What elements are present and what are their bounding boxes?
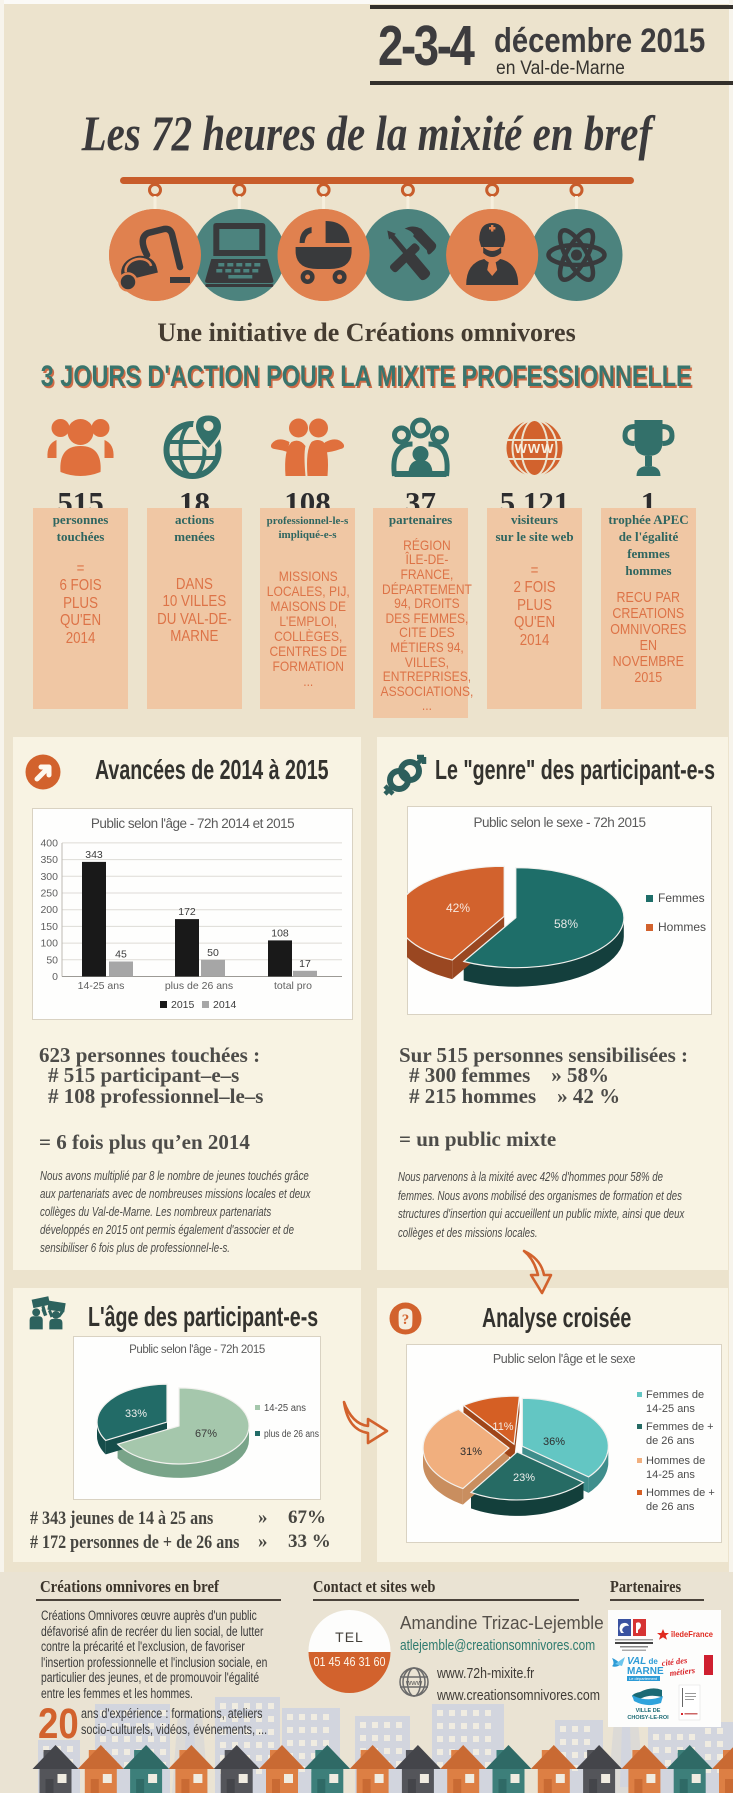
svg-text:Hommes de: Hommes de: [646, 1455, 705, 1467]
svg-text:14-25 ans: 14-25 ans: [264, 1403, 306, 1414]
svg-text:Hommes: Hommes: [658, 920, 706, 934]
svg-text:100: 100: [40, 938, 58, 950]
svg-text:2014: 2014: [213, 999, 237, 1011]
svg-text:31%: 31%: [460, 1446, 482, 1458]
svg-text:50: 50: [46, 954, 58, 966]
svg-text:îledeFrance: îledeFrance: [670, 1629, 713, 1639]
svg-text:www: www: [405, 1678, 423, 1687]
svg-text:VILLE DE: VILLE DE: [636, 1708, 661, 1714]
svg-text:01 45 46 31 60: 01 45 46 31 60: [314, 1655, 386, 1669]
svg-text:200: 200: [40, 904, 58, 916]
svg-text:de 26 ans: de 26 ans: [646, 1435, 695, 1447]
svg-text:MARNE: MARNE: [627, 1666, 664, 1677]
svg-text:108: 108: [271, 927, 289, 939]
svg-text:58%: 58%: [554, 917, 578, 931]
svg-text:150: 150: [40, 921, 58, 933]
svg-text:0: 0: [52, 971, 58, 983]
svg-text:343: 343: [85, 849, 103, 861]
svg-text:métiers: métiers: [669, 1665, 696, 1678]
svg-text:23%: 23%: [513, 1472, 535, 1484]
svg-text:WWW: WWW: [515, 441, 555, 456]
svg-text:total pro: total pro: [274, 980, 312, 992]
svg-text:11%: 11%: [492, 1421, 513, 1433]
svg-text:350: 350: [40, 854, 58, 866]
svg-text:172: 172: [178, 906, 196, 918]
svg-text:Femmes: Femmes: [658, 891, 705, 905]
svg-text:250: 250: [40, 888, 58, 900]
svg-text:Femmes de: Femmes de: [646, 1389, 704, 1401]
svg-text:14-25 ans: 14-25 ans: [78, 980, 125, 992]
svg-text:17: 17: [299, 958, 311, 970]
svg-text:50: 50: [207, 947, 219, 959]
svg-text:Femmes de +: Femmes de +: [646, 1421, 714, 1433]
svg-text:33%: 33%: [125, 1408, 147, 1420]
svg-text:300: 300: [40, 871, 58, 883]
svg-text:400: 400: [40, 837, 58, 849]
svg-text:36%: 36%: [543, 1436, 565, 1448]
svg-text:14-25 ans: 14-25 ans: [646, 1403, 695, 1415]
svg-text:45: 45: [115, 949, 127, 961]
svg-text:cité des: cité des: [661, 1655, 688, 1668]
svg-text:2015: 2015: [171, 999, 195, 1011]
svg-text:CHOISY-LE-ROI: CHOISY-LE-ROI: [627, 1715, 669, 1721]
svg-text:de 26 ans: de 26 ans: [646, 1501, 695, 1513]
svg-text:VAL de: VAL de: [627, 1656, 658, 1667]
svg-text:plus de 26 ans: plus de 26 ans: [165, 980, 233, 992]
svg-text:TEL: TEL: [335, 1629, 364, 1645]
svg-text:Hommes de +: Hommes de +: [646, 1487, 715, 1499]
svg-text:plus de 26 ans: plus de 26 ans: [264, 1429, 319, 1440]
svg-text:67%: 67%: [195, 1428, 217, 1440]
svg-text:Le département: Le département: [629, 1676, 658, 1681]
svg-text:?: ?: [402, 1312, 410, 1328]
svg-text:42%: 42%: [446, 901, 470, 915]
svg-text:14-25 ans: 14-25 ans: [646, 1469, 695, 1481]
